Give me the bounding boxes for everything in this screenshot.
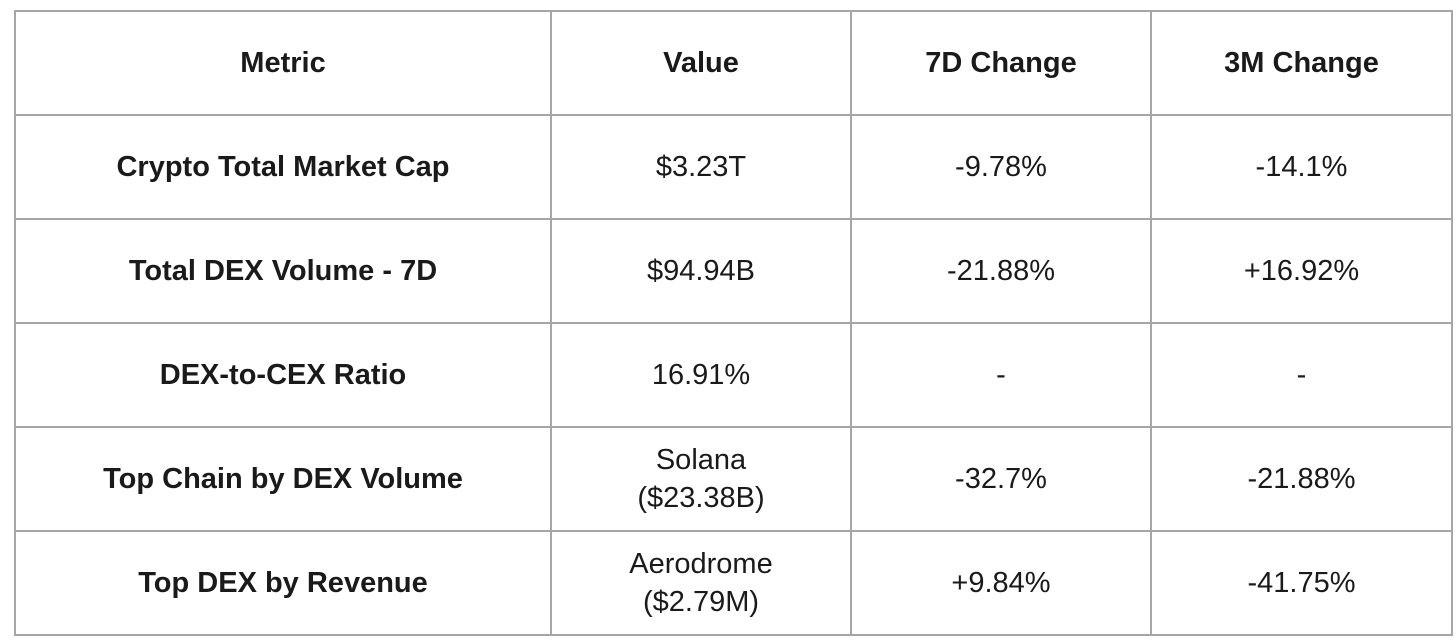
table-row-top-dex: Top DEX by Revenue Aerodrome ($2.79M) +9… bbox=[14, 530, 1453, 636]
cell-value: Solana ($23.38B) bbox=[550, 426, 852, 532]
cell-value: Aerodrome ($2.79M) bbox=[550, 530, 852, 636]
cell-3m-change: -14.1% bbox=[1150, 114, 1453, 220]
cell-7d-change: -21.88% bbox=[850, 218, 1152, 324]
cell-7d-change: - bbox=[850, 322, 1152, 428]
cell-3m-change: -21.88% bbox=[1150, 426, 1453, 532]
table-row-dex-cex-ratio: DEX-to-CEX Ratio 16.91% - - bbox=[14, 322, 1453, 428]
cell-value: $3.23T bbox=[550, 114, 852, 220]
col-header-metric: Metric bbox=[14, 10, 552, 116]
col-header-3m-change: 3M Change bbox=[1150, 10, 1453, 116]
table-row-top-chain: Top Chain by DEX Volume Solana ($23.38B)… bbox=[14, 426, 1453, 532]
cell-metric: Top DEX by Revenue bbox=[14, 530, 552, 636]
col-header-value: Value bbox=[550, 10, 852, 116]
cell-7d-change: +9.84% bbox=[850, 530, 1152, 636]
cell-value: 16.91% bbox=[550, 322, 852, 428]
cell-7d-change: -32.7% bbox=[850, 426, 1152, 532]
cell-7d-change: -9.78% bbox=[850, 114, 1152, 220]
crypto-metrics-table: Metric Value 7D Change 3M Change Crypto … bbox=[14, 10, 1453, 636]
table-row-dex-volume: Total DEX Volume - 7D $94.94B -21.88% +1… bbox=[14, 218, 1453, 324]
table-row-market-cap: Crypto Total Market Cap $3.23T -9.78% -1… bbox=[14, 114, 1453, 220]
header-row: Metric Value 7D Change 3M Change bbox=[14, 10, 1453, 116]
cell-3m-change: +16.92% bbox=[1150, 218, 1453, 324]
cell-3m-change: -41.75% bbox=[1150, 530, 1453, 636]
cell-metric: DEX-to-CEX Ratio bbox=[14, 322, 552, 428]
cell-metric: Crypto Total Market Cap bbox=[14, 114, 552, 220]
cell-metric: Top Chain by DEX Volume bbox=[14, 426, 552, 532]
col-header-7d-change: 7D Change bbox=[850, 10, 1152, 116]
cell-metric: Total DEX Volume - 7D bbox=[14, 218, 552, 324]
cell-value: $94.94B bbox=[550, 218, 852, 324]
cell-3m-change: - bbox=[1150, 322, 1453, 428]
